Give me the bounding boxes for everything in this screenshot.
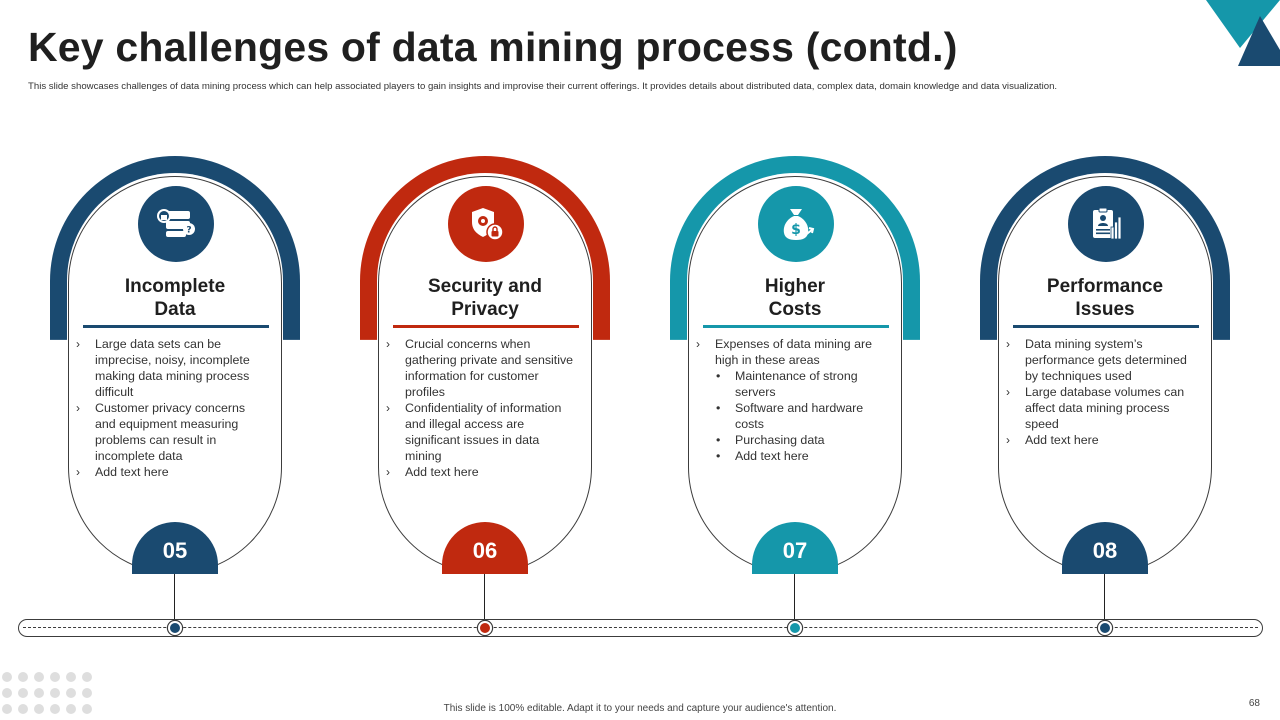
- list-item: Add text here: [386, 464, 576, 480]
- heading-underline: [1013, 325, 1199, 328]
- sub-list-item: Add text here: [696, 448, 886, 464]
- challenge-card-incomplete-data: ? Incomplete Data Large data sets can be…: [50, 156, 300, 626]
- shield-lock-icon: [448, 186, 524, 262]
- list-item: Customer privacy concerns and equipment …: [76, 400, 266, 464]
- card-heading: Higher Costs: [764, 276, 826, 320]
- challenge-card-security-privacy: Security and Privacy Crucial concerns wh…: [360, 156, 610, 626]
- heading-underline: [703, 325, 889, 328]
- page-number: 68: [1248, 698, 1260, 709]
- footer-note: This slide is 100% editable. Adapt it to…: [443, 703, 837, 714]
- list-item: Confidentiality of information and illeg…: [386, 400, 576, 464]
- card-body: Data mining system’s performance gets de…: [1006, 336, 1196, 448]
- card-heading: Security and Privacy: [427, 276, 543, 320]
- svg-text:$: $: [791, 222, 801, 238]
- card-body: Expenses of data mining are high in thes…: [696, 336, 886, 464]
- connector-line: [484, 574, 486, 626]
- connector-line: [1104, 574, 1106, 626]
- sub-list-item: Maintenance of strong servers: [696, 368, 886, 400]
- challenge-card-higher-costs: $ Higher Costs Expenses of data mining a…: [670, 156, 920, 626]
- sub-list-item: Purchasing data: [696, 432, 886, 448]
- timeline-dot: [788, 621, 802, 635]
- list-item: Crucial concerns when gathering private …: [386, 336, 576, 400]
- connector-line: [174, 574, 176, 626]
- heading-underline: [393, 325, 579, 328]
- card-body: Crucial concerns when gathering private …: [386, 336, 576, 480]
- list-item: Expenses of data mining are high in thes…: [696, 336, 886, 368]
- list-item: Add text here: [76, 464, 266, 480]
- timeline-dot: [1098, 621, 1112, 635]
- card-heading: Incomplete Data: [124, 276, 226, 320]
- svg-text:?: ?: [186, 226, 191, 236]
- corner-triangles-decoration: [1206, 0, 1280, 66]
- report-chart-icon: [1068, 186, 1144, 262]
- timeline-dot: [478, 621, 492, 635]
- timeline-bar: [18, 619, 1263, 637]
- list-item: Large data sets can be imprecise, noisy,…: [76, 336, 266, 400]
- list-item: Data mining system’s performance gets de…: [1006, 336, 1196, 384]
- sub-list-item: Software and hardware costs: [696, 400, 886, 432]
- money-bag-icon: $: [758, 186, 834, 262]
- heading-underline: [83, 325, 269, 328]
- card-heading: Performance Issues: [1046, 276, 1164, 320]
- data-question-icon: ?: [138, 186, 214, 262]
- connector-line: [794, 574, 796, 626]
- page-title: Key challenges of data mining process (c…: [28, 24, 958, 70]
- dot-grid-decoration: [2, 672, 96, 718]
- list-item: Add text here: [1006, 432, 1196, 448]
- challenge-card-performance-issues: Performance Issues Data mining system’s …: [980, 156, 1230, 626]
- timeline-dashed-line: [23, 627, 1258, 628]
- card-body: Large data sets can be imprecise, noisy,…: [76, 336, 266, 480]
- timeline-dot: [168, 621, 182, 635]
- page-subtitle: This slide showcases challenges of data …: [28, 81, 1058, 92]
- list-item: Large database volumes can affect data m…: [1006, 384, 1196, 432]
